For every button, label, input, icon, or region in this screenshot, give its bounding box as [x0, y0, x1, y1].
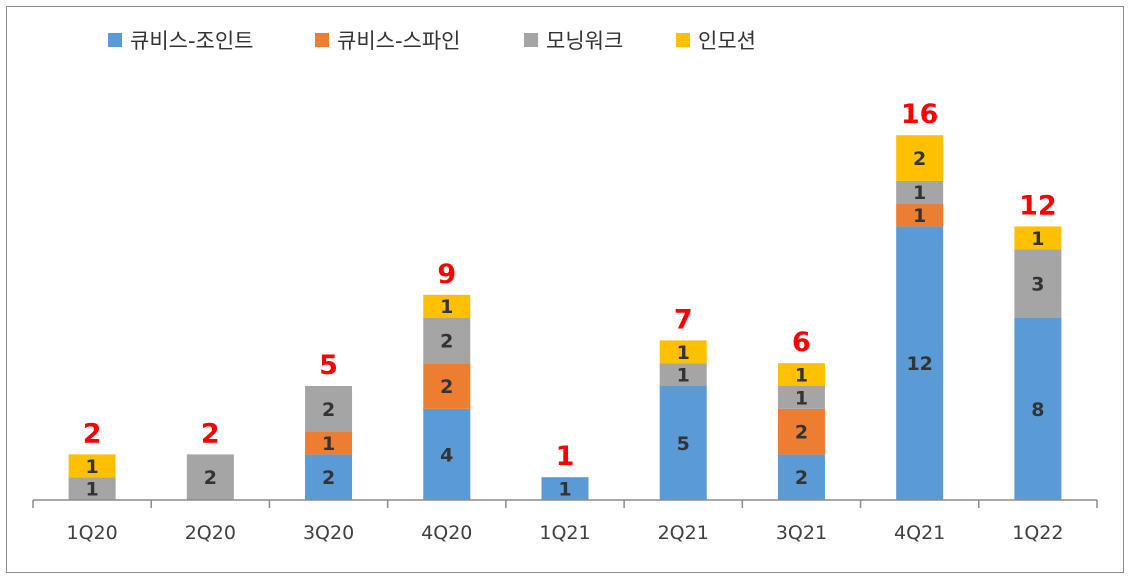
- segment-value-label: 3: [1031, 273, 1044, 295]
- segment-value-label: 1: [85, 456, 98, 478]
- legend-swatch: [524, 33, 538, 47]
- bar-segment: [186, 454, 234, 500]
- x-tick-label: 2Q21: [658, 522, 709, 544]
- legend-item: 큐비스-조인트: [108, 29, 254, 53]
- bar-segment: [896, 203, 944, 227]
- legend-swatch: [108, 33, 122, 47]
- segment-value-label: 2: [795, 422, 808, 444]
- total-value-label: 2: [83, 418, 102, 449]
- segment-value-label: 2: [204, 467, 217, 489]
- bar-segment: [1014, 317, 1062, 500]
- total-value-label: 7: [674, 304, 693, 335]
- total-value-label: 6: [792, 327, 811, 358]
- segment-value-label: 4: [440, 444, 453, 466]
- total-value-label: 5: [319, 350, 338, 381]
- bar-segment: [777, 386, 825, 409]
- legend-swatch: [315, 33, 329, 47]
- bar-segment: [896, 226, 944, 500]
- total-value-label: 1: [556, 441, 575, 472]
- segment-value-label: 2: [322, 467, 335, 489]
- x-tick-label: 3Q20: [303, 522, 354, 544]
- total-value-label: 2: [201, 418, 220, 449]
- segment-value-label: 1: [913, 182, 926, 204]
- bar-segment: [659, 386, 707, 500]
- bar-segment: [305, 386, 353, 432]
- bar-segment: [423, 294, 471, 318]
- bar-segment: [423, 408, 471, 500]
- segment-value-label: 1: [85, 479, 98, 501]
- bar-segment: [659, 363, 707, 386]
- legend: 큐비스-조인트 큐비스-스파인 모닝워크 인모션: [108, 29, 756, 53]
- segment-value-label: 2: [440, 330, 453, 352]
- legend-swatch: [676, 33, 690, 47]
- x-tick-label: 3Q21: [776, 522, 827, 544]
- bar-segment: [541, 477, 589, 500]
- x-tick-label: 1Q22: [1012, 522, 1063, 544]
- segment-value-label: 8: [1031, 399, 1044, 421]
- legend-label: 인모션: [698, 29, 756, 53]
- x-tick-label: 4Q21: [894, 522, 945, 544]
- segment-value-label: 5: [677, 433, 690, 455]
- segment-value-label: 1: [795, 387, 808, 409]
- x-tick-label: 1Q21: [539, 522, 590, 544]
- legend-item: 모닝워크: [524, 29, 623, 53]
- x-tick-label: 4Q20: [421, 522, 472, 544]
- segment-value-label: 1: [322, 433, 335, 455]
- legend-label: 모닝워크: [546, 29, 623, 53]
- segment-value-label: 2: [913, 148, 926, 170]
- segment-value-label: 2: [322, 399, 335, 421]
- segment-value-label: 1: [913, 205, 926, 227]
- total-value-label: 16: [901, 99, 939, 130]
- bar-segment: [777, 363, 825, 386]
- bar-segment: [777, 454, 825, 500]
- segment-value-label: 1: [440, 296, 453, 318]
- segment-value-label: 2: [795, 467, 808, 489]
- bar-segment: [896, 135, 944, 181]
- segment-value-label: 1: [558, 479, 571, 501]
- bar-segment: [659, 340, 707, 364]
- bar-segment: [305, 454, 353, 500]
- segment-value-label: 1: [677, 365, 690, 387]
- bar-segment: [305, 431, 353, 455]
- segment-value-label: 1: [1031, 228, 1044, 250]
- total-value-label: 9: [437, 259, 456, 290]
- legend-item: 큐비스-스파인: [315, 29, 461, 53]
- segment-value-label: 12: [906, 353, 932, 375]
- bar-segment: [423, 363, 471, 409]
- segment-value-label: 2: [440, 376, 453, 398]
- bar-segment: [1014, 249, 1062, 318]
- x-tick-label: 2Q20: [185, 522, 236, 544]
- bar-segment: [68, 477, 116, 500]
- total-value-label: 12: [1019, 190, 1057, 221]
- legend-item: 인모션: [676, 29, 756, 53]
- bar-segment: [423, 317, 471, 364]
- bar-segment: [68, 454, 116, 478]
- segment-value-label: 1: [795, 365, 808, 387]
- legend-label: 큐비스-스파인: [337, 29, 461, 53]
- bar-segment: [1014, 226, 1062, 250]
- x-axis: 1Q20 2Q20 3Q20 4Q20 1Q21 2Q21 3Q21 4Q21 1Q22: [32, 499, 1098, 544]
- legend-label: 큐비스-조인트: [130, 29, 254, 53]
- bar-segment: [896, 180, 944, 204]
- bar-segment: [777, 408, 825, 455]
- segment-value-label: 1: [677, 342, 690, 364]
- x-tick-label: 1Q20: [66, 522, 117, 544]
